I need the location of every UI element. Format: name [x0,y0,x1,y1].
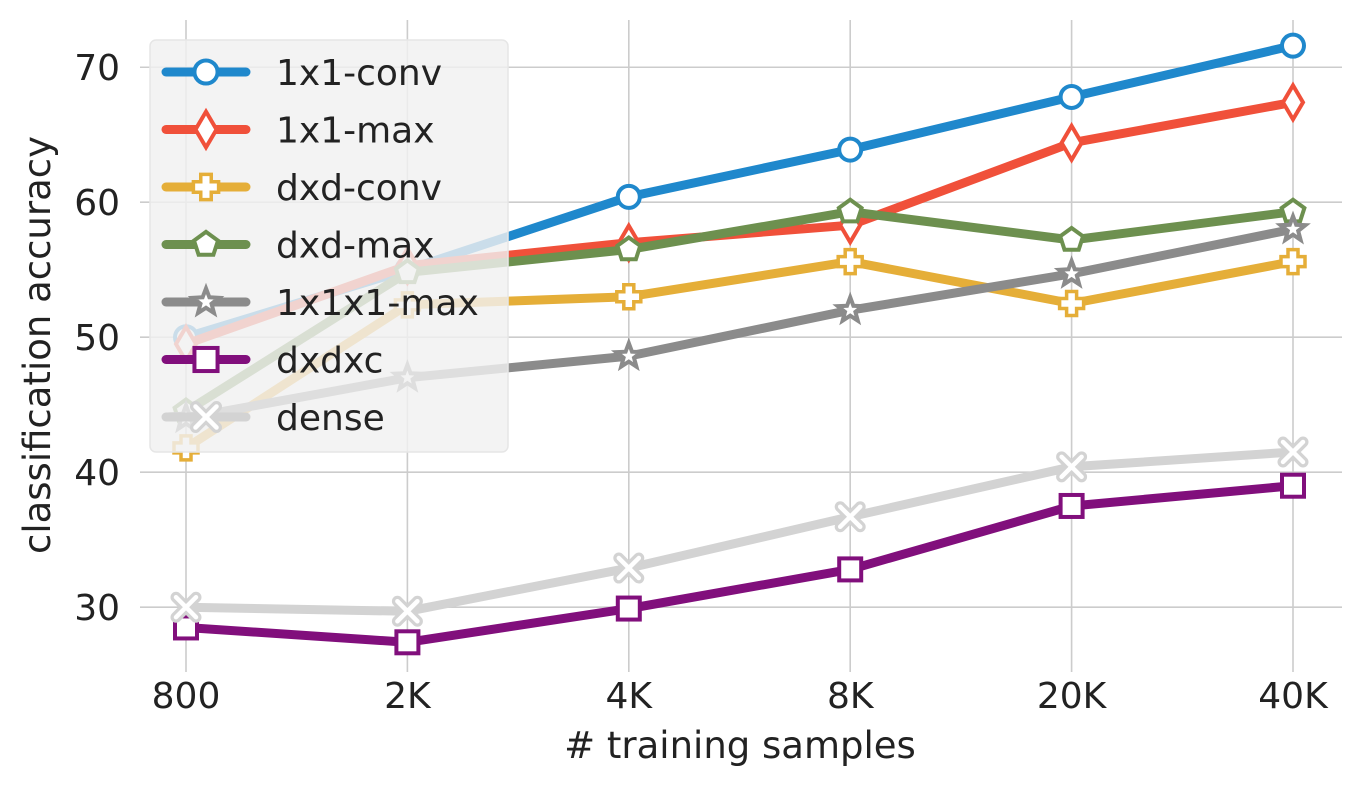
data-point [1280,32,1306,59]
y-tick-label: 30 [74,588,120,629]
legend-label: 1x1-max [276,111,435,152]
series-layer [168,32,1311,656]
x-tick-label: 40K [1258,676,1329,717]
data-point [1277,436,1309,468]
legend-item-dxdxc: dxdxc [161,341,383,382]
data-point [837,556,864,583]
legend-marker [187,282,225,318]
data-point [837,136,864,163]
data-point [1275,210,1311,245]
legend-item-dxd-max: dxd-max [161,226,434,267]
legend-item-dxd-conv: dxd-conv [161,168,442,209]
y-tick-label: 50 [74,318,120,359]
x-tick-label: 20K [1037,676,1108,717]
legend-label: dxd-max [276,226,434,267]
data-point [1059,121,1084,164]
data-point [1057,289,1086,318]
legend-item-1x1-max: 1x1-max [161,107,435,152]
series-dxdxc [173,472,1306,656]
data-point [615,235,643,262]
data-point [1280,81,1306,124]
data-point [1057,225,1086,252]
data-point [615,183,642,210]
data-point [836,247,864,276]
legend-marker [193,107,219,152]
y-tick-label: 70 [74,48,120,89]
data-point [391,595,423,627]
y-tick-label: 60 [74,183,120,224]
data-point [170,591,202,623]
data-point [1279,247,1307,276]
legend-label: dxdxc [276,341,383,382]
y-tick-label: 40 [74,453,120,494]
data-point [394,629,421,656]
legend-marker [191,229,221,257]
data-point [1058,83,1085,110]
legend-marker [192,345,220,374]
data-point [610,337,647,372]
series-dense [170,436,1309,627]
data-point [615,282,643,311]
data-point [1056,451,1088,483]
axes: 800 2K 4K 8K 20K 40K 30 40 50 60 70 [74,48,1329,717]
legend-item-dense: dense [161,398,385,439]
data-point [834,501,866,533]
y-axis-label: classification accuracy [16,136,59,554]
legend-marker [192,58,220,86]
x-tick-label: 2K [384,676,432,717]
data-point [615,595,642,622]
legend-marker [191,172,221,202]
legend-item-1x1-conv: 1x1-conv [161,53,442,94]
legend: 1x1-conv 1x1-max dxd-conv dxd-max 1x1x1-max d… [149,39,509,453]
x-tick-label: 800 [152,676,221,717]
x-axis-label: # training samples [564,724,916,767]
series-line [181,447,1298,616]
x-tick-label: 4K [606,676,654,717]
data-point [1053,255,1090,289]
legend-marker [190,401,222,433]
data-point [1280,472,1306,499]
legend-item-1x1x1-max: 1x1x1-max [161,282,479,324]
data-point [1058,492,1085,519]
x-tick-label: 8K [827,676,875,717]
legend-label: 1x1-conv [276,53,442,94]
legend-box [149,39,509,453]
legend-label: dxd-conv [276,168,442,209]
legend-label: dense [276,398,385,439]
series-line [181,481,1298,647]
legend-label: 1x1x1-max [276,283,479,324]
data-point [832,291,869,326]
data-point [173,614,199,641]
data-point [836,197,864,224]
data-point [613,552,645,584]
